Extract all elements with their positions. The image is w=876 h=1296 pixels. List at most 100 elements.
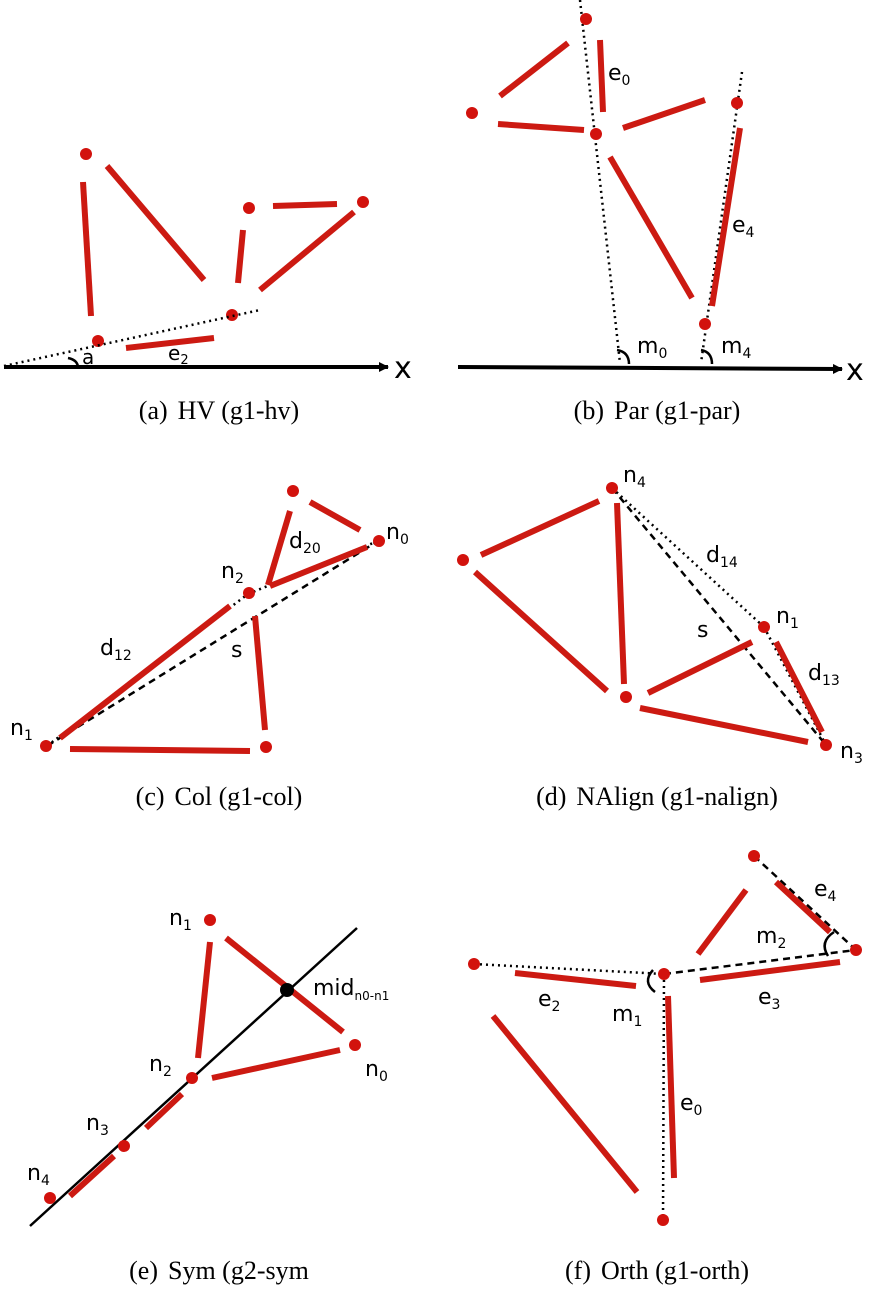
graph-nodes: [40, 485, 385, 753]
dotted-line-e0: [661, 973, 666, 1221]
graph-edge-e2: [125, 335, 215, 351]
graph-edges: [472, 498, 825, 745]
panel-e-diagram: n1 midn0-n1 n2 n0 n3 n4: [27, 906, 389, 1227]
angle-arc-m1: [646, 969, 656, 993]
graph-nodes: [468, 850, 862, 1226]
caption-title: HV (g1-hv): [177, 396, 300, 425]
edge-label-e2: e2: [168, 341, 189, 368]
graph-node: [287, 485, 299, 497]
graph-edge: [268, 544, 369, 589]
x-axis: [457, 363, 843, 374]
edge-label-e0: e0: [680, 1091, 702, 1119]
caption-title: Orth (g1-orth): [600, 1256, 749, 1285]
caption-title: Sym (g2-sym: [168, 1256, 309, 1285]
graph-edge-e3: [699, 959, 841, 983]
panel-f-diagram: e4 m2 e2 m1 e3 e0: [468, 850, 862, 1226]
graph-node: [850, 944, 862, 956]
node-label-n1: n1: [10, 716, 33, 744]
graph-edge: [479, 498, 601, 558]
dashed-line-s: [611, 487, 827, 746]
panel-a-diagram: a e2 x: [3, 148, 412, 386]
graph-edge: [646, 639, 754, 696]
caption-panel-e: (e) Sym (g2-sym: [0, 1256, 438, 1286]
caption-tag: (e): [129, 1256, 158, 1285]
graph-nodes: [466, 13, 743, 330]
caption-tag: (f): [565, 1256, 591, 1285]
node-label-n1: n1: [776, 604, 799, 632]
caption-panel-c: (c) Col (g1-col): [0, 782, 438, 812]
graph-node: [590, 128, 602, 140]
graph-edge: [252, 615, 268, 731]
dashed-line-e3: [663, 948, 857, 976]
caption-tag: (a): [138, 396, 168, 425]
graph-edge: [211, 1047, 341, 1081]
graph-edge: [258, 209, 356, 293]
distance-label-d14: d14: [706, 543, 738, 571]
angle-arc: [67, 356, 80, 369]
graph-node: [466, 107, 478, 119]
graph-edge: [490, 1014, 640, 1194]
panel-b-diagram: e0 e4 m0 m4 x: [457, 0, 864, 388]
edge-label-e4: e4: [732, 213, 755, 241]
graph-node: [606, 482, 618, 494]
graph-node: [349, 1039, 361, 1051]
caption-title: Par (g1-par): [613, 396, 741, 425]
caption-tag: (b): [573, 396, 604, 425]
graph-edge: [80, 181, 94, 317]
graph-edge-e2: [514, 970, 637, 989]
graph-nodes: [457, 482, 832, 751]
graph-node: [186, 1072, 198, 1084]
graph-node: [620, 691, 632, 703]
angle-label-m4: m4: [721, 334, 751, 362]
graph-edge: [69, 746, 251, 754]
graph-node: [748, 850, 760, 862]
graph-node: [820, 739, 832, 751]
dotted-line-d13: [762, 626, 828, 746]
distance-label-d20: d20: [289, 529, 321, 557]
x-axis-label: x: [394, 351, 412, 386]
graph-edge: [607, 155, 695, 300]
graph-edge: [639, 705, 809, 745]
graph-edge-e0: [665, 995, 677, 1179]
graph-edge: [695, 888, 749, 956]
graph-nodes: [44, 914, 361, 1204]
graph-edge: [143, 1091, 185, 1131]
graph-node: [80, 148, 92, 160]
caption-panel-a: (a) HV (g1-hv): [0, 396, 438, 426]
graph-edge: [497, 121, 585, 133]
panel-d-diagram: n4 n1 n3 d14 d13 s: [457, 463, 863, 767]
graph-edge: [104, 164, 207, 282]
dotted-reference-line: [3, 308, 261, 368]
caption-title: NAlign (g1-nalign): [576, 782, 778, 811]
node-label-n4: n4: [623, 463, 646, 491]
segment-label-s: s: [231, 638, 242, 663]
graph-edge: [308, 499, 362, 533]
distance-label-d13: d13: [808, 661, 840, 689]
edge-label-e3: e3: [758, 985, 780, 1013]
graph-edge: [67, 1153, 117, 1199]
graph-node: [657, 1214, 669, 1226]
caption-panel-f: (f) Orth (g1-orth): [438, 1256, 876, 1286]
graph-node: [731, 97, 743, 109]
graph-node: [373, 535, 385, 547]
angle-arc-m4: [700, 348, 714, 365]
angle-arc-m2: [823, 930, 835, 957]
node-label-n0: n0: [386, 520, 409, 548]
dotted-line-e4: [699, 71, 744, 364]
graph-edge: [472, 569, 610, 694]
angle-arc-m0: [616, 348, 631, 365]
node-label-n0: n0: [365, 1057, 388, 1085]
edge-label-e0: e0: [608, 61, 630, 89]
graph-edge: [58, 603, 232, 741]
graph-edge: [622, 97, 706, 131]
graph-edges: [67, 935, 345, 1199]
caption-title: Col (g1-col): [174, 782, 303, 811]
dotted-line-e2: [473, 962, 665, 976]
graph-node: [260, 741, 272, 753]
dotted-line-d14: [611, 487, 765, 628]
node-label-n3: n3: [86, 1111, 109, 1139]
midpoint-marker: [280, 983, 294, 997]
graph-node: [699, 318, 711, 330]
graph-edge: [265, 510, 293, 586]
graph-edges: [497, 39, 743, 307]
